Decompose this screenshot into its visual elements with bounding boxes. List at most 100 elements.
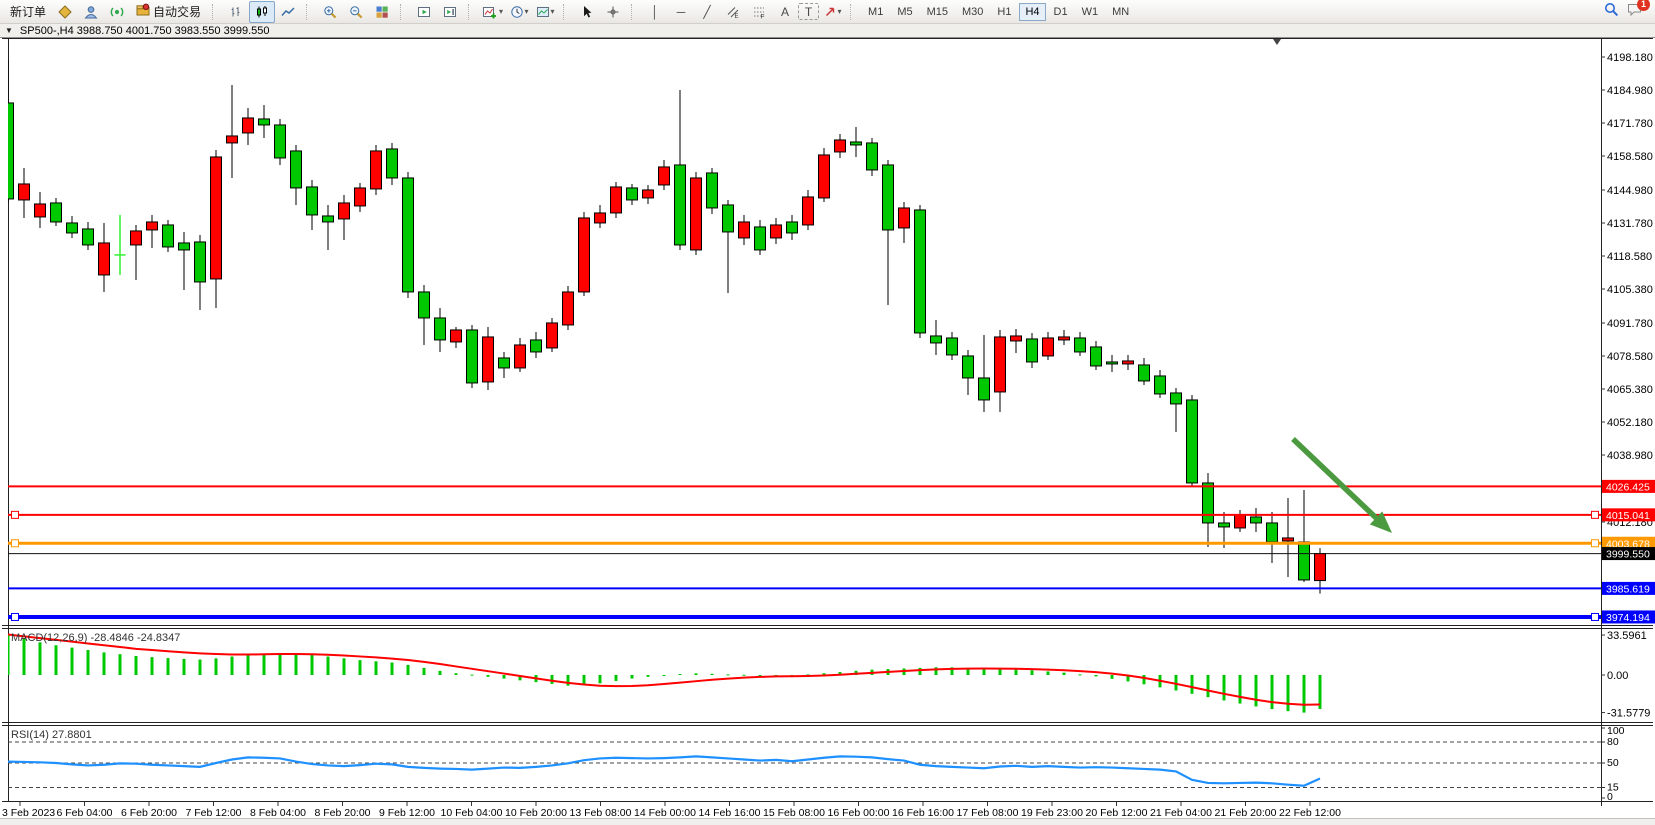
- trendline-icon[interactable]: ╱: [703, 4, 711, 19]
- chart-shift-icon[interactable]: [437, 1, 463, 23]
- line-handle[interactable]: [11, 612, 19, 621]
- macd-bar: [486, 675, 490, 677]
- candle: [546, 322, 558, 349]
- y-axis-label: 4131.780: [1607, 218, 1653, 230]
- timeframe-m30[interactable]: M30: [962, 5, 984, 18]
- timeframe-w1[interactable]: W1: [1081, 5, 1099, 18]
- macd-bar: [710, 673, 714, 675]
- x-axis-label: 19 Feb 23:00: [1021, 807, 1083, 819]
- candle: [354, 187, 366, 207]
- templates-icon[interactable]: ▾: [532, 1, 558, 23]
- periods-icon[interactable]: ▾: [506, 1, 532, 23]
- x-axis-label: 6 Feb 20:00: [121, 807, 177, 819]
- candle: [930, 335, 942, 344]
- macd-bar: [166, 658, 170, 675]
- candle: [962, 355, 974, 379]
- candle: [50, 202, 62, 223]
- horizontal-line-icon[interactable]: ─: [676, 4, 686, 19]
- y-axis-label: 4171.780: [1607, 118, 1653, 130]
- macd-bar: [806, 674, 810, 676]
- price-badge: [1602, 547, 1655, 561]
- x-axis-label: 13 Feb 08:00: [570, 807, 632, 819]
- macd-bar: [1094, 675, 1098, 677]
- macd-bar: [614, 675, 618, 681]
- line-handle[interactable]: [1591, 612, 1599, 621]
- timeframe-m15[interactable]: M15: [926, 5, 949, 18]
- vertical-line-icon[interactable]: │: [651, 4, 659, 19]
- timeframe-h1[interactable]: H1: [997, 5, 1012, 18]
- zoom-in-icon[interactable]: [317, 1, 343, 23]
- macd-axis-label: 0.00: [1607, 670, 1628, 682]
- shapes-icon[interactable]: ▾: [819, 1, 845, 23]
- line-handle[interactable]: [1591, 510, 1599, 519]
- candle: [1042, 337, 1054, 357]
- candle: [386, 148, 398, 179]
- indicators-icon[interactable]: ▾: [479, 1, 506, 23]
- channel-icon[interactable]: E: [720, 1, 746, 23]
- candlestick-icon[interactable]: [249, 0, 276, 23]
- macd-bar: [262, 653, 266, 675]
- trend-arrow[interactable]: [1291, 437, 1383, 524]
- text-icon[interactable]: A: [781, 4, 790, 19]
- favorites-icon[interactable]: [52, 1, 78, 23]
- candle: [898, 207, 910, 229]
- macd-bar: [102, 652, 106, 675]
- chat-icon[interactable]: 1: [1627, 0, 1650, 22]
- macd-bar: [758, 675, 762, 676]
- candle: [914, 209, 926, 334]
- signals-icon[interactable]: [104, 1, 130, 23]
- y-axis-label: 4158.580: [1607, 151, 1653, 163]
- macd-bar: [1270, 675, 1274, 710]
- profile-icon[interactable]: [78, 1, 104, 23]
- label-icon[interactable]: T: [798, 3, 820, 20]
- rsi-axis-label: 80: [1607, 736, 1619, 748]
- algo-trading-button[interactable]: 自动交易: [130, 2, 207, 22]
- x-axis-label: 17 Feb 08:00: [957, 807, 1019, 819]
- svg-text:E: E: [735, 14, 739, 19]
- line-chart-icon[interactable]: [275, 1, 301, 23]
- macd-bar: [438, 670, 442, 675]
- candle: [82, 228, 94, 246]
- candle: [610, 186, 622, 214]
- timeframe-h4[interactable]: H4: [1019, 2, 1046, 21]
- line-handle[interactable]: [1591, 539, 1599, 548]
- trend-arrow-head[interactable]: [1369, 511, 1392, 533]
- candle: [834, 139, 846, 153]
- auto-scroll-icon[interactable]: [411, 1, 437, 23]
- shift-marker-icon[interactable]: [1273, 39, 1281, 45]
- candle: [290, 150, 302, 189]
- chevron-down-icon[interactable]: ▾: [524, 7, 529, 16]
- chart-title-bar[interactable]: ▼ SP500-,H4 3988.750 4001.750 3983.550 3…: [0, 24, 1655, 38]
- candle: [562, 291, 574, 326]
- macd-bar: [1126, 675, 1130, 682]
- search-icon[interactable]: [1604, 2, 1619, 22]
- new-order-button[interactable]: 新订单: [4, 2, 52, 22]
- macd-bar: [1238, 675, 1242, 704]
- chevron-down-icon[interactable]: ▾: [550, 7, 555, 16]
- candle: [594, 212, 606, 224]
- macd-panel: [8, 633, 1322, 713]
- time frame-d1[interactable]: D1: [1053, 5, 1068, 18]
- fibonacci-icon[interactable]: F: [746, 1, 772, 23]
- toolbar-separator: [306, 3, 313, 20]
- chevron-down-icon[interactable]: ▾: [499, 7, 504, 16]
- collapse-icon[interactable]: ▼: [5, 26, 13, 35]
- cursor-icon[interactable]: [574, 1, 600, 23]
- line-handle[interactable]: [11, 539, 19, 548]
- candle: [786, 221, 798, 234]
- timeframe-m5[interactable]: M5: [897, 5, 913, 18]
- zoom-out-icon[interactable]: [343, 1, 369, 23]
- crosshair-icon[interactable]: [600, 1, 626, 23]
- chevron-down-icon[interactable]: ▾: [837, 7, 842, 16]
- line-handle[interactable]: [11, 510, 19, 519]
- timeframe-mn[interactable]: MN: [1112, 5, 1130, 18]
- candles: [8, 59, 1326, 594]
- macd-bar: [1318, 675, 1322, 709]
- bar-chart-icon[interactable]: [223, 1, 249, 23]
- x-axis-label: 16 Feb 16:00: [892, 807, 954, 819]
- x-axis-label: 7 Feb 12:00: [185, 807, 241, 819]
- timeframe-m1[interactable]: M1: [868, 5, 884, 18]
- tile-windows-icon[interactable]: [369, 1, 395, 23]
- macd-bar: [1174, 675, 1178, 691]
- candle: [946, 337, 958, 356]
